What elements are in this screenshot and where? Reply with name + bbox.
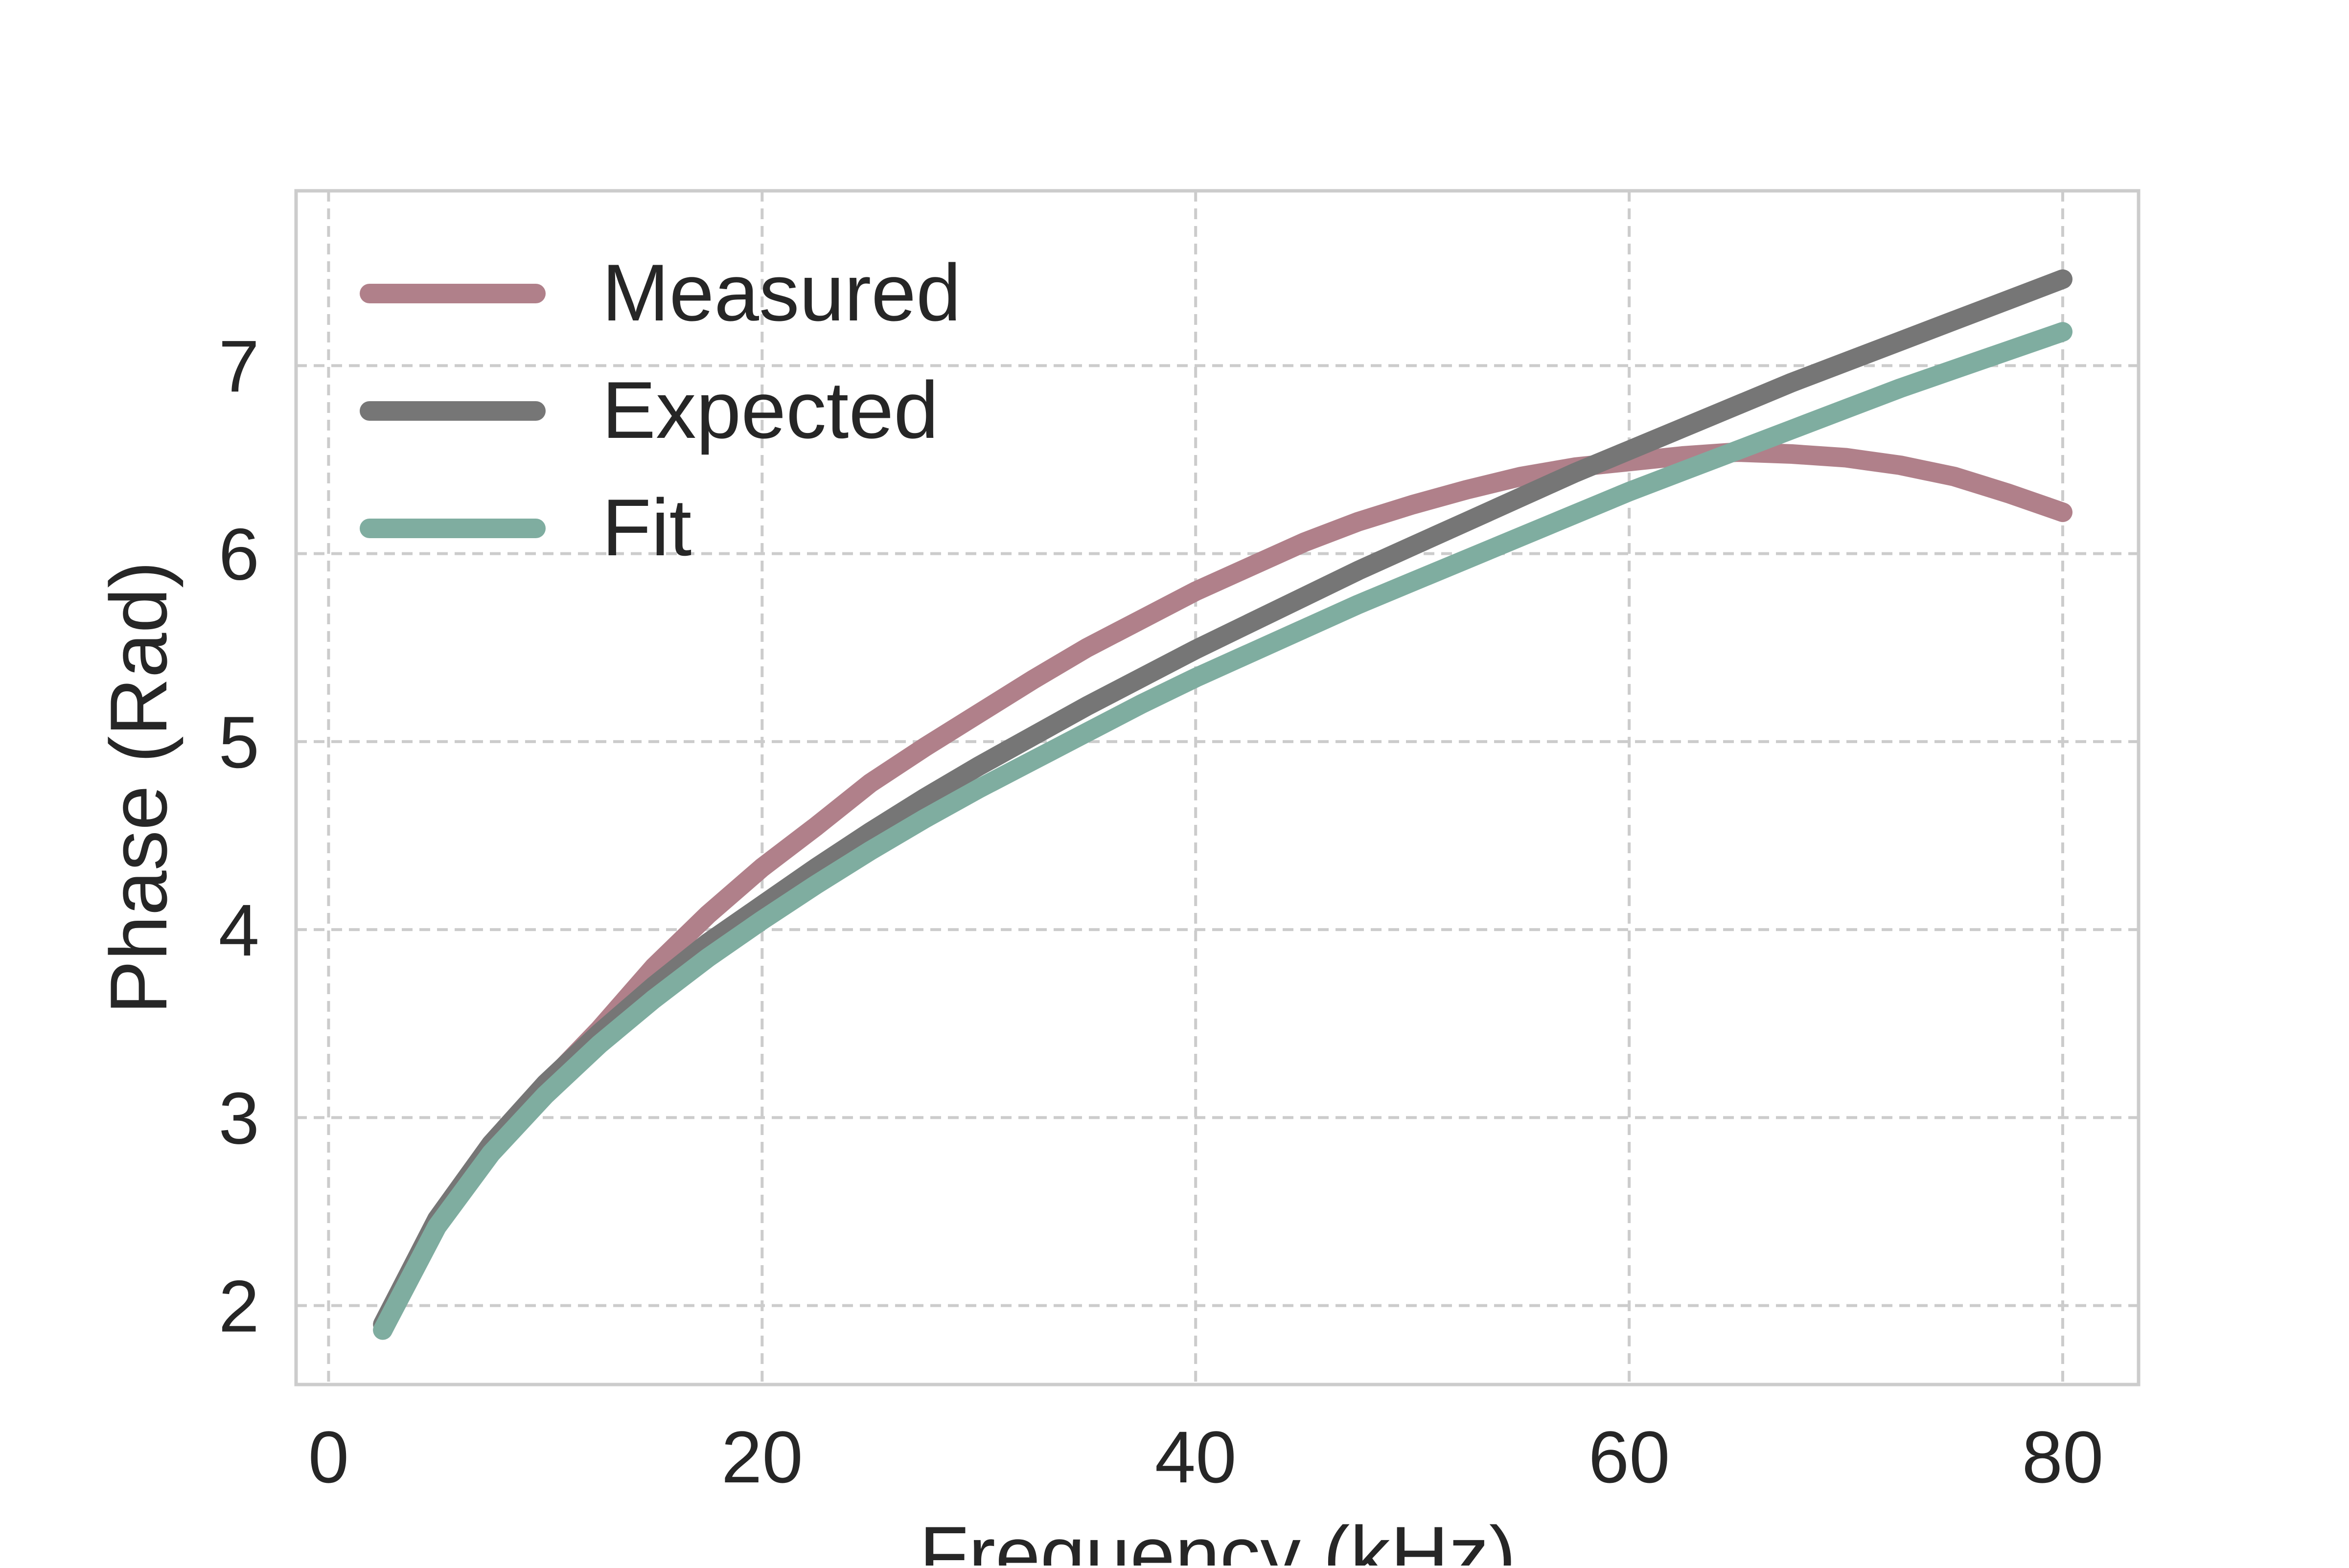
legend-label: Measured <box>602 248 961 338</box>
legend-label: Fit <box>602 482 691 572</box>
x-axis-label: Frequency (kHz) <box>919 1510 1516 1566</box>
legend-label: Expected <box>602 365 939 455</box>
legend-entry-fit: Fit <box>360 482 691 572</box>
y-tick-label: 2 <box>219 1265 259 1347</box>
y-tick-label: 6 <box>219 513 259 595</box>
y-tick-label: 3 <box>219 1077 259 1159</box>
x-tick-label: 20 <box>721 1416 803 1498</box>
y-tick-label: 5 <box>219 701 259 783</box>
y-axis-label: Phase (Rad) <box>93 561 184 1014</box>
x-tick-label: 80 <box>2022 1416 2104 1498</box>
y-tick-label: 4 <box>219 889 259 971</box>
legend-entry-measured: Measured <box>360 248 961 338</box>
x-tick-label: 60 <box>1589 1416 1670 1498</box>
series-line-expected <box>373 269 2073 1334</box>
tick-labels: 0 20 40 60 80 2 3 4 5 6 7 <box>219 325 2104 1498</box>
legend-entry-expected: Expected <box>360 365 939 455</box>
grid-lines <box>296 191 2139 1385</box>
plot-area-frame <box>294 189 2141 1386</box>
series-line-fit <box>373 322 2073 1340</box>
x-tick-label: 40 <box>1155 1416 1237 1498</box>
x-tick-label: 0 <box>308 1416 349 1498</box>
y-tick-label: 7 <box>219 325 259 407</box>
series-lines <box>373 269 2073 1340</box>
series-line-measured <box>373 442 2073 1340</box>
legend: Measured Expected Fit <box>360 248 961 572</box>
